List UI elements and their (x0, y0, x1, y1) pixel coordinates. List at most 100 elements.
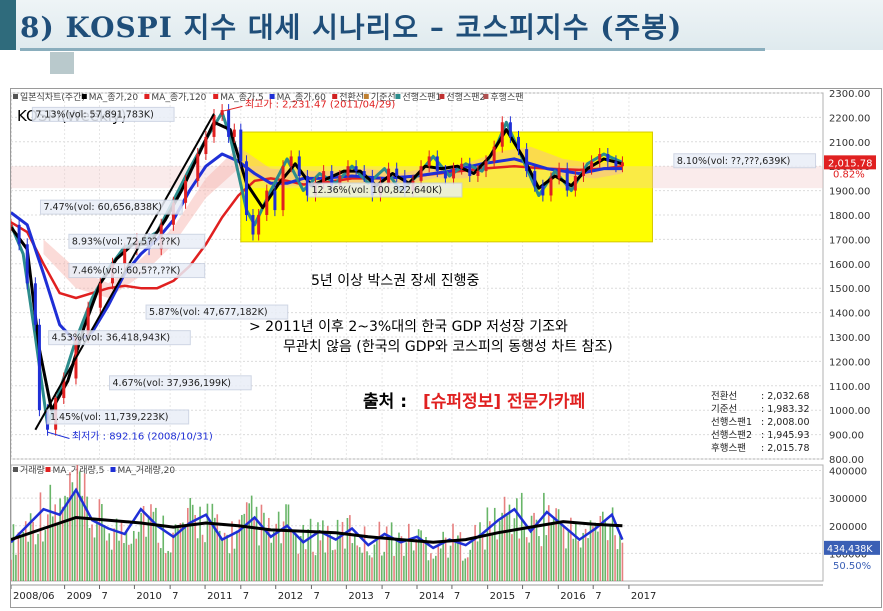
volume-bar (621, 542, 624, 581)
volume-bar (312, 551, 314, 581)
volume-bar (159, 548, 162, 581)
volume-bar (341, 521, 344, 581)
volume-bar (363, 526, 366, 581)
candle-body (281, 166, 285, 211)
volume-bar (253, 517, 255, 581)
x-tick-label: 2014 (419, 591, 444, 602)
price-tick-label: 2200.00 (829, 113, 870, 124)
volume-bar (169, 552, 172, 581)
ichimoku-label: 선행스팬1 (711, 416, 752, 428)
candle-body (492, 146, 496, 162)
volume-bar (417, 529, 420, 581)
volume-bar (501, 512, 503, 581)
volume-bar (137, 531, 140, 581)
legend-swatch (144, 94, 150, 99)
volume-bar (184, 527, 187, 581)
volume-bar (218, 530, 221, 581)
volume-bar (462, 560, 464, 581)
price-tick-label: 1300.00 (829, 333, 870, 344)
volume-bar (410, 539, 413, 581)
volume-bar (187, 507, 189, 581)
volume-bar (56, 524, 59, 581)
candle-body (387, 168, 391, 184)
candle-body (212, 114, 216, 137)
price-tick-label: 1500.00 (829, 284, 870, 295)
volume-bar (506, 515, 508, 581)
candle-body (419, 166, 423, 181)
volume-bar (177, 528, 179, 581)
candle-body (17, 224, 21, 245)
volume-bar (245, 502, 248, 581)
candle-body (614, 161, 618, 167)
ichimoku-value: : 2,008.00 (761, 417, 810, 428)
volume-bar (216, 514, 219, 581)
volume-bar (32, 521, 34, 581)
volume-legend-swatch (13, 467, 18, 472)
volume-bar (601, 511, 604, 581)
volume-bar (516, 498, 518, 581)
volume-bar (319, 540, 322, 581)
volume-bar (27, 541, 29, 581)
volume-bar (275, 523, 278, 581)
volume-bar (437, 545, 440, 581)
candle-body (452, 168, 456, 179)
legend-label: 일본식차트(주간) (20, 91, 85, 103)
volume-bar (145, 536, 147, 581)
volume-bar (285, 504, 287, 581)
volume-bar (619, 535, 621, 581)
volume-bar (120, 520, 123, 581)
x-tick-label: 7 (243, 591, 249, 602)
candle-body (123, 249, 127, 264)
volume-bar (236, 530, 238, 581)
volume-bar (481, 536, 484, 581)
x-tick-label: 7 (595, 591, 601, 602)
volume-bar (454, 542, 457, 581)
volume-bar (37, 533, 39, 581)
volume-bar (314, 555, 317, 581)
vol-profile-box (673, 153, 817, 169)
volume-bar (528, 542, 530, 581)
volume-bar (54, 504, 57, 581)
candle-body (460, 163, 464, 169)
volume-bar (430, 553, 432, 581)
x-tick-label: 2012 (278, 591, 303, 602)
volume-bar (140, 512, 142, 581)
volume-bar (272, 531, 275, 581)
ichimoku-value: : 2,015.78 (761, 443, 810, 454)
volume-bar (17, 532, 20, 581)
price-tick-label: 1400.00 (829, 309, 870, 320)
volume-bar (81, 495, 84, 581)
volume-tick-label: 200000 (829, 522, 867, 533)
volume-bar (503, 496, 506, 581)
legend-swatch (439, 94, 445, 99)
volume-bar (115, 518, 118, 581)
volume-bar (351, 543, 354, 581)
volume-legend-label: MA_거래량,20 (118, 464, 176, 476)
volume-bar (258, 545, 260, 581)
price-axis: 2300.002200.002100.002000.001900.001800.… (829, 89, 870, 466)
volume-bar (353, 533, 356, 581)
volume-bar (466, 557, 469, 581)
candle-body (257, 215, 261, 235)
legend-swatch (81, 94, 87, 99)
volume-bar (260, 504, 263, 581)
vol-profile-label: 8.93%(vol: 72,5??,??K) (72, 236, 180, 247)
ichimoku-label: 후행스팬 (711, 442, 746, 454)
x-tick-label: 2008/06 (13, 591, 55, 602)
candle-body (346, 166, 350, 176)
volume-bar (535, 519, 538, 581)
legend-label: 전환선 (339, 91, 364, 103)
volume-bar (420, 530, 422, 581)
candle-body (581, 168, 585, 176)
price-tick-label: 1000.00 (829, 406, 870, 417)
volume-bar (42, 541, 44, 581)
vol-profile-box (109, 375, 252, 391)
volume-bar (405, 542, 408, 581)
volume-bar (587, 538, 589, 581)
vol-profile-label: 4.53%(vol: 36,418,943K) (52, 333, 171, 344)
volume-bar (98, 499, 101, 581)
volume-bar (297, 553, 300, 581)
candle-body (251, 215, 255, 235)
volume-bar (214, 517, 216, 581)
volume-bar (182, 522, 184, 581)
